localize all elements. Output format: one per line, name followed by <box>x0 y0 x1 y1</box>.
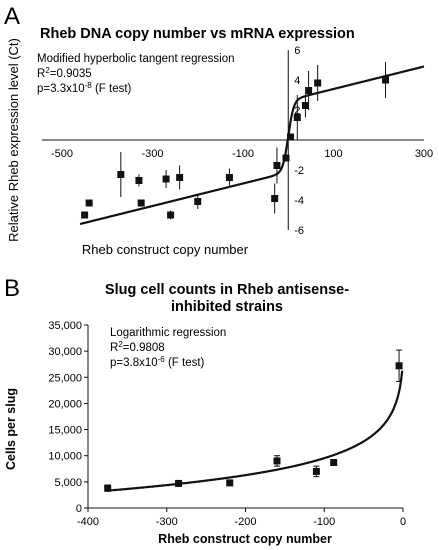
panel-b-y-tick-label: 25,000 <box>48 372 82 384</box>
panel-b-x-tick-label: 0 <box>400 516 406 528</box>
panel-a-data-point <box>162 175 170 183</box>
panel-a-data-point <box>167 211 175 219</box>
panel-b-y-tick-label: 10,000 <box>48 451 82 463</box>
panel-b-annot-r2-prefix: R <box>110 342 118 354</box>
panel-a-x-tick-label: -300 <box>141 148 163 160</box>
panel-b-annot-r2-sup: 2 <box>118 340 123 349</box>
panel-a-data-point <box>293 114 301 121</box>
panel-b-fit-curve <box>107 370 404 492</box>
panel-b-tick-labels: -400 -300 -200 -100 035,00030,00025,00020,00… <box>48 320 406 528</box>
panel-b-annot-p-prefix: p=3.8x10 <box>110 357 158 369</box>
panel-b-x-tick-label: -300 <box>156 516 178 528</box>
panel-a-data-point <box>305 87 313 94</box>
panel-a-data-point <box>282 154 290 162</box>
panel-a-annot-r2-sup: 2 <box>45 66 50 75</box>
panel-a-data-point <box>273 162 281 169</box>
panel-a-annot-r2: R2=0.9035 <box>37 66 92 80</box>
panel-b-x-tick-label: -200 <box>234 516 256 528</box>
panel-b-data-point <box>273 457 281 465</box>
panel-b-title-line1: Slug cell counts in Rheb antisense- <box>105 282 349 298</box>
panel-b-data-point <box>226 479 234 487</box>
panel-b-annot-p-suffix: (F test) <box>165 357 205 369</box>
panel-b-y-tick-label: 30,000 <box>48 346 82 358</box>
panel-a-x-tick-label: -500 <box>51 148 73 160</box>
panel-a-xlabel: Rheb construct copy number <box>82 242 249 257</box>
panel-a-data-point <box>176 174 184 181</box>
panel-a-annot-p-suffix: (F test) <box>92 83 132 95</box>
panel-a-y-tick-label: -2 <box>294 165 304 177</box>
panel-a-y-tick-label: 6 <box>294 45 300 57</box>
panel-a-data-point <box>382 76 390 84</box>
panel-a-annotation: Modified hyperbolic tangent regression R… <box>37 53 235 95</box>
panel-a-axes <box>42 50 424 230</box>
panel-b-data-point <box>395 362 403 370</box>
panel-a-annot-p: p=3.3x10-8 (F test) <box>37 81 132 95</box>
panel-b-data-point <box>175 479 183 487</box>
panel-b-data-point <box>330 459 338 467</box>
panel-b-y-tick-label: 15,000 <box>48 425 82 437</box>
panel-a-data-point <box>81 211 89 219</box>
panel-b-xlabel: Rheb construct copy number <box>158 532 332 546</box>
panel-b-data-point <box>312 467 320 475</box>
panel-b-annotation: Logarithmic regression R2=0.9808 p=3.8x1… <box>110 327 226 369</box>
panel-a-x-tick-label: 300 <box>415 148 433 160</box>
panel-a-ylabel: Relative Rheb expression level (Ct) <box>6 38 21 242</box>
panel-b-y-tick-label: 0 <box>76 503 82 515</box>
panel-b-y-tick-label: 35,000 <box>48 320 82 332</box>
panel-a-data-point <box>85 199 93 207</box>
panel-b-points <box>104 349 403 492</box>
panel-a-data-point <box>225 174 233 181</box>
panel-a: A Rheb DNA copy number vs mRNA expressio… <box>4 3 433 257</box>
panel-a-data-point <box>314 79 322 87</box>
panel-b-annot-line1: Logarithmic regression <box>110 327 226 339</box>
panel-a-x-tick-label: 100 <box>324 148 342 160</box>
panel-a-ylabel-text: Relative Rheb expression level (Ct) <box>6 38 21 242</box>
panel-b-annot-r2-value: =0.9808 <box>123 342 165 354</box>
panel-a-annot-p-prefix: p=3.3x10 <box>37 83 85 95</box>
panel-b-annot-p-exp: -6 <box>158 355 166 364</box>
panel-a-points <box>81 62 390 220</box>
panel-a-data-point <box>135 177 143 184</box>
panel-a-y-tick-label: -4 <box>294 195 304 207</box>
panel-a-letter: A <box>4 3 20 30</box>
panel-a-annot-line1: Modified hyperbolic tangent regression <box>37 53 235 65</box>
panel-a-fit-curve <box>79 65 425 226</box>
panel-b-y-tick-label: 5,000 <box>54 477 82 489</box>
panel-a-tick-labels: -500-300-100100300642-2-4-6 <box>51 45 433 237</box>
panel-b-ylabel: Cells per slug <box>4 388 18 470</box>
panel-b-annot-r2: R2=0.9808 <box>110 340 165 354</box>
panel-a-data-point <box>117 171 125 178</box>
panel-a-title: Rheb DNA copy number vs mRNA expression <box>40 26 355 42</box>
panel-b-data-point <box>104 484 112 492</box>
panel-b-x-tick-label: -100 <box>313 516 335 528</box>
panel-a-data-point <box>287 133 295 141</box>
panel-b-annot-p: p=3.8x10-6 (F test) <box>110 355 205 369</box>
panel-b-axes <box>84 324 404 512</box>
panel-a-data-point <box>271 195 279 202</box>
panel-a-data-point <box>194 198 202 205</box>
panel-a-annot-p-exp: -8 <box>85 81 93 90</box>
panel-a-data-point <box>137 199 145 207</box>
panel-b-letter: B <box>4 275 20 302</box>
panel-a-y-tick-label: 4 <box>294 75 300 87</box>
panel-a-y-tick-label: -6 <box>294 225 304 237</box>
panel-a-annot-r2-prefix: R <box>37 68 45 80</box>
panel-a-x-tick-label: -100 <box>232 148 254 160</box>
panel-b-title-line2: inhibited strains <box>171 299 283 315</box>
panel-b-x-tick-label: -400 <box>77 516 99 528</box>
panel-a-annot-r2-value: =0.9035 <box>50 68 92 80</box>
panel-b: B Slug cell counts in Rheb antisense- in… <box>4 275 406 546</box>
panel-a-data-point <box>301 102 309 109</box>
panel-b-y-tick-label: 20,000 <box>48 398 82 410</box>
